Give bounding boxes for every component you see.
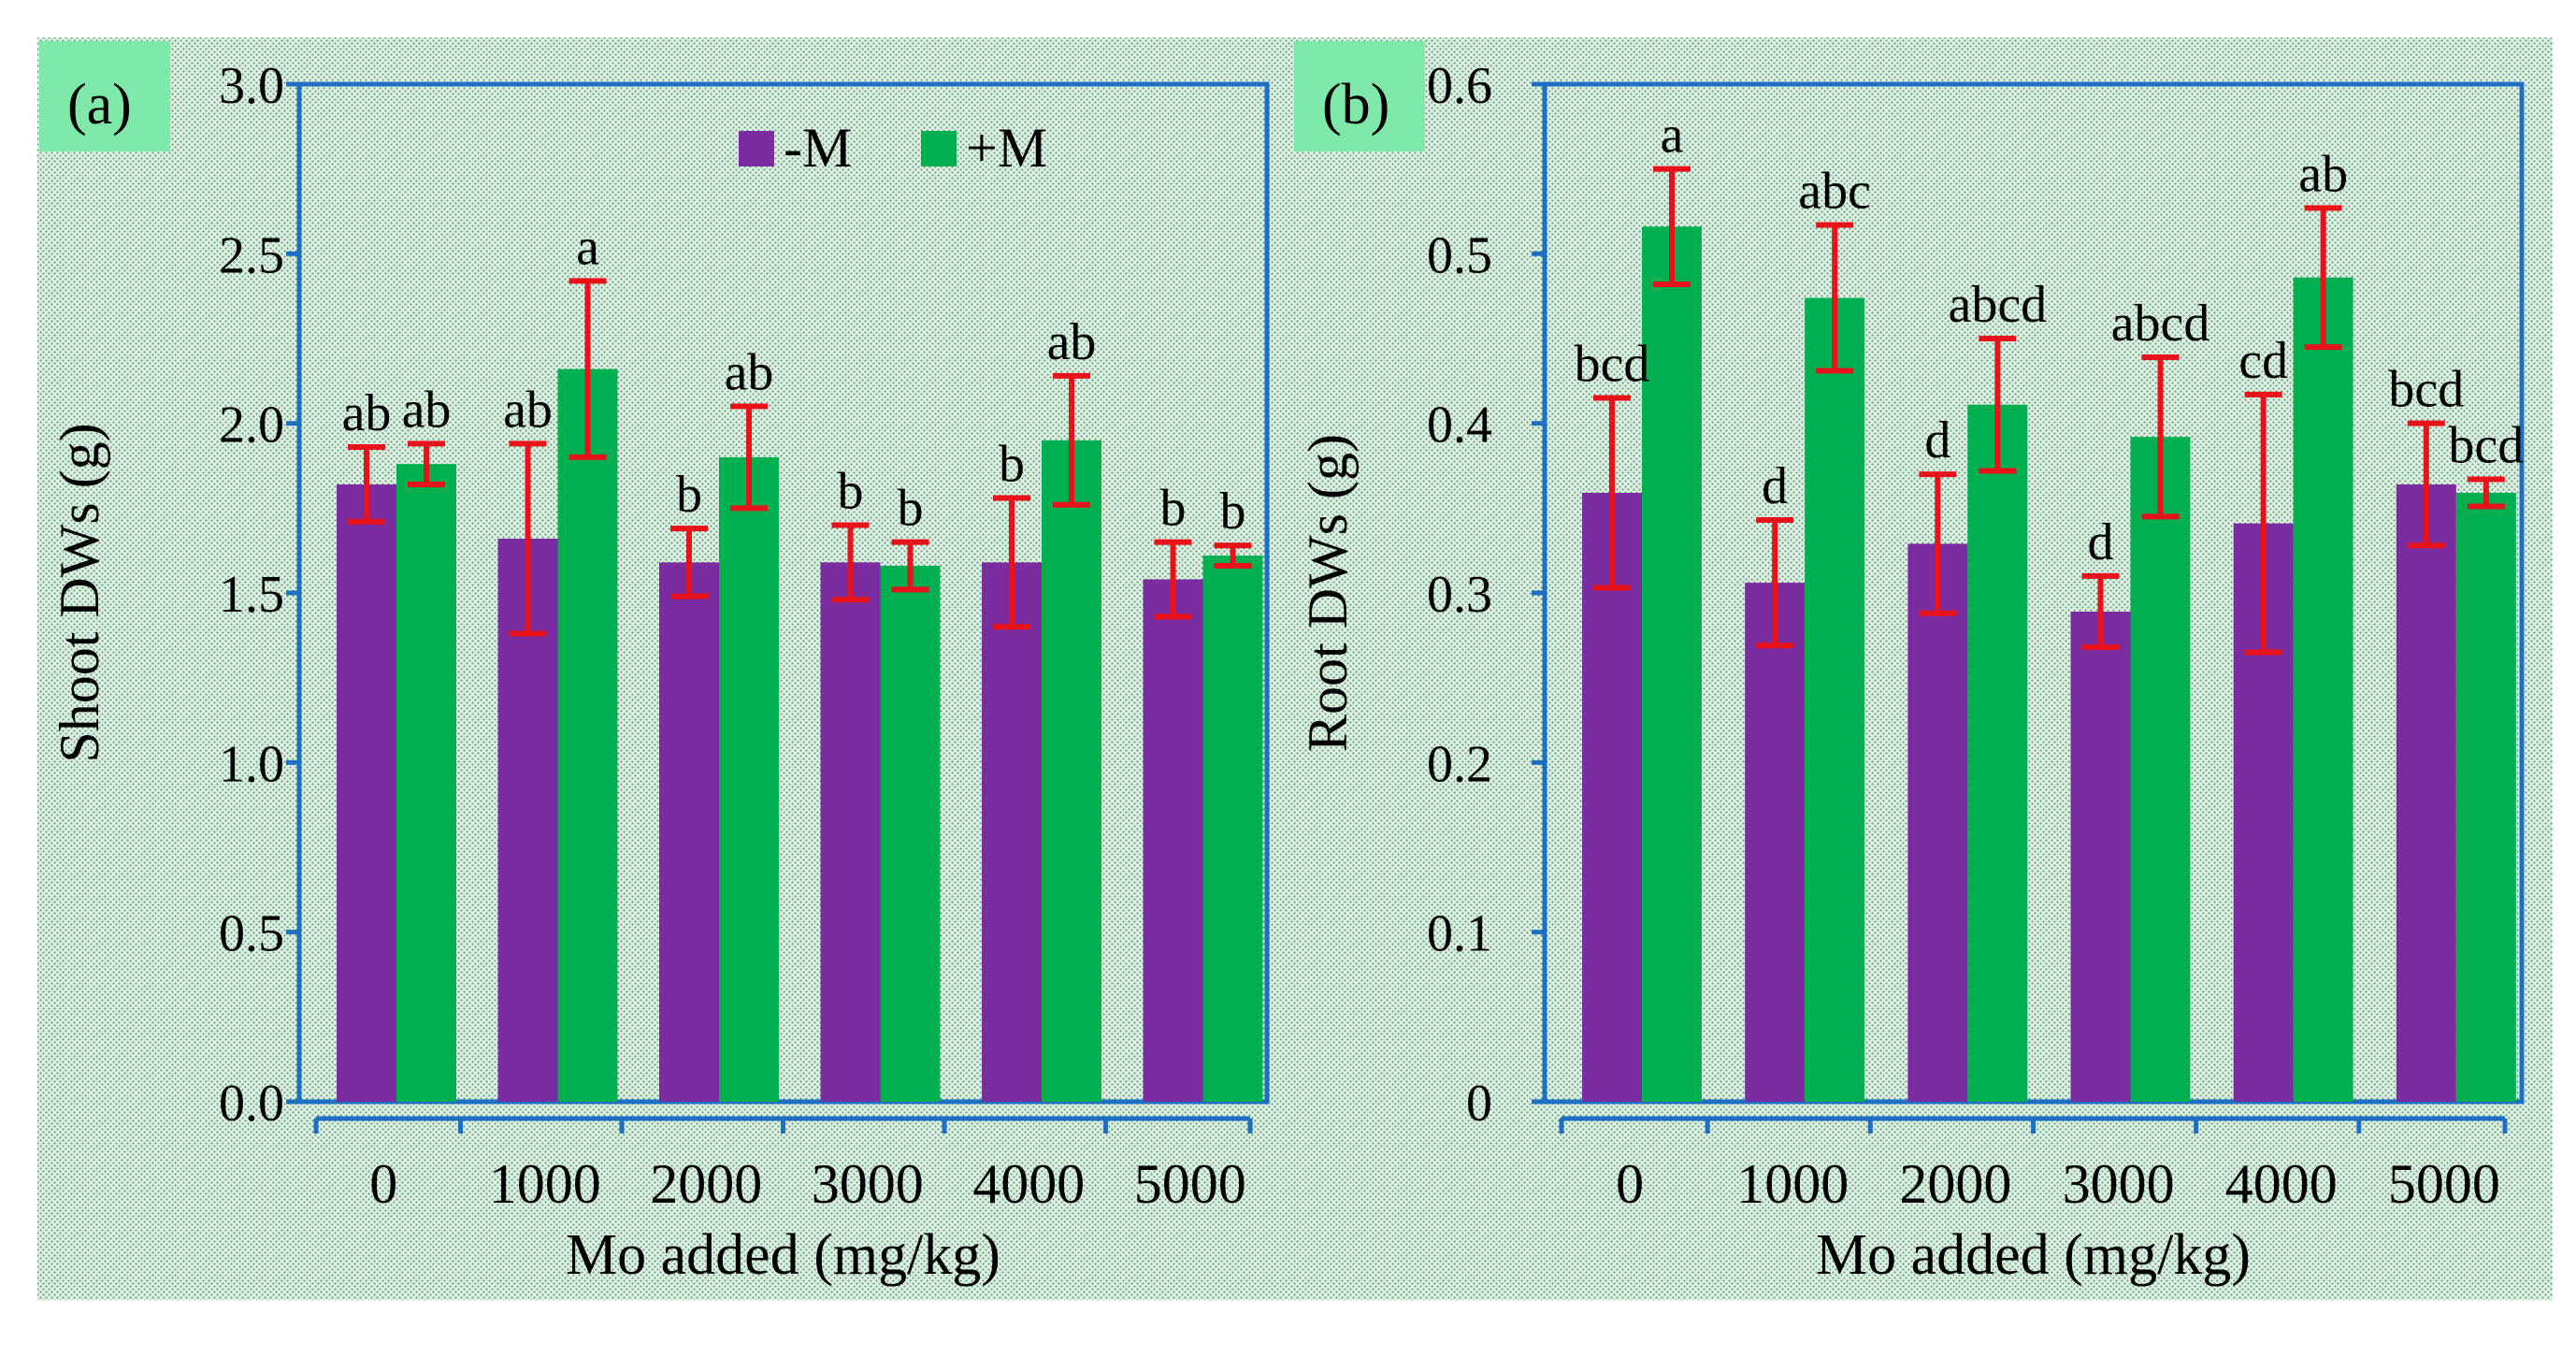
p1-legend-swatch-minusM bbox=[739, 131, 774, 166]
p1-sig-label-plusM-5000: b bbox=[1220, 483, 1246, 541]
p1-ytick-label-5: 2.5 bbox=[219, 226, 284, 284]
p2-bar-minusM-2000 bbox=[1907, 543, 1968, 1102]
p1-xtick-label-3: 3000 bbox=[812, 1153, 924, 1215]
p1-bar-plusM-3000 bbox=[880, 565, 941, 1102]
p1-bar-minusM-2000 bbox=[659, 562, 719, 1102]
p2-bar-minusM-0 bbox=[1582, 493, 1642, 1102]
p1-legend-label-plusM: +M bbox=[966, 117, 1047, 179]
p2-ytick-label-5: 0.5 bbox=[1427, 226, 1492, 284]
p1-panel-tag-box bbox=[39, 41, 170, 152]
p2-sig-label-plusM-3000: abcd bbox=[2111, 295, 2210, 353]
panel-b: (b) 0 0.1 0.2 0.3 0.4 0.5 0.6 Root DWs (g) 0 1000 2… bbox=[1294, 41, 2525, 1287]
p1-sig-label-minusM-1000: ab bbox=[503, 381, 553, 439]
p1-ytick-label-2: 1.0 bbox=[219, 735, 284, 793]
p2-ytick-label-1: 0.1 bbox=[1427, 905, 1492, 963]
p2-xtick-label-2: 2000 bbox=[1899, 1153, 2011, 1215]
p1-xtick-label-2: 2000 bbox=[650, 1153, 762, 1215]
p2-bar-plusM-2000 bbox=[1967, 404, 2028, 1103]
p1-sig-label-minusM-0: ab bbox=[342, 384, 392, 442]
p2-xtick-label-1: 1000 bbox=[1736, 1153, 1849, 1215]
p1-ylabel: Shoot DWs (g) bbox=[49, 423, 110, 762]
p1-legend-label-minusM: -M bbox=[784, 117, 852, 179]
p2-bar-plusM-1000 bbox=[1805, 297, 1865, 1103]
p2-sig-label-minusM-3000: d bbox=[2088, 513, 2114, 571]
p1-xlabel: Mo added (mg/kg) bbox=[566, 1223, 1000, 1287]
p1-xtick-label-5: 5000 bbox=[1134, 1153, 1246, 1215]
p2-xtick-label-5: 5000 bbox=[2388, 1153, 2500, 1215]
p2-ytick-label-6: 0.6 bbox=[1427, 57, 1492, 115]
p1-bar-plusM-1000 bbox=[557, 368, 618, 1102]
p2-ytick-label-4: 0.4 bbox=[1427, 397, 1492, 455]
p1-bar-plusM-0 bbox=[396, 464, 456, 1103]
p1-sig-label-plusM-2000: ab bbox=[725, 344, 774, 402]
p2-ytick-label-2: 0.2 bbox=[1427, 735, 1492, 793]
p2-bar-plusM-5000 bbox=[2455, 493, 2516, 1102]
p1-bar-plusM-4000 bbox=[1042, 440, 1101, 1102]
p2-sig-label-plusM-2000: abcd bbox=[1948, 276, 2047, 334]
p2-sig-label-minusM-0: bcd bbox=[1575, 335, 1650, 393]
p1-sig-label-plusM-3000: b bbox=[898, 480, 924, 538]
p2-sig-label-plusM-5000: bcd bbox=[2448, 417, 2524, 475]
p2-sig-label-plusM-4000: ab bbox=[2298, 145, 2348, 203]
p2-sig-label-minusM-2000: d bbox=[1924, 411, 1950, 469]
p2-bar-minusM-3000 bbox=[2070, 611, 2131, 1102]
p2-xtick-label-0: 0 bbox=[1616, 1153, 1644, 1215]
p2-sig-label-minusM-1000: d bbox=[1762, 457, 1788, 515]
p2-sig-label-minusM-4000: cd bbox=[2238, 332, 2288, 390]
p1-ytick-label-0: 0.0 bbox=[219, 1075, 284, 1133]
panel-a: (a) 0.0 0.5 1.0 1.5 2.0 2.5 3.0 Shoot DWs (g) 0 10… bbox=[39, 41, 1270, 1287]
p1-bar-plusM-5000 bbox=[1202, 556, 1263, 1102]
p1-bar-minusM-5000 bbox=[1143, 579, 1203, 1102]
p2-bar-minusM-5000 bbox=[2396, 484, 2456, 1102]
p2-xtick-label-4: 4000 bbox=[2225, 1153, 2338, 1215]
p2-bar-plusM-3000 bbox=[2130, 437, 2191, 1102]
p2-xlabel: Mo added (mg/kg) bbox=[1816, 1223, 2251, 1287]
p1-panel-tag: (a) bbox=[67, 73, 132, 137]
p1-bar-minusM-4000 bbox=[982, 562, 1042, 1102]
p1-bar-plusM-2000 bbox=[719, 456, 779, 1102]
p2-sig-label-plusM-0: a bbox=[1661, 107, 1684, 165]
p2-bar-plusM-4000 bbox=[2293, 277, 2353, 1103]
p1-sig-label-plusM-0: ab bbox=[402, 381, 452, 439]
p1-sig-label-plusM-4000: ab bbox=[1047, 313, 1097, 371]
p1-ytick-label-1: 0.5 bbox=[219, 905, 284, 963]
p2-ytick-label-0: 0 bbox=[1466, 1075, 1492, 1133]
p1-sig-label-minusM-4000: b bbox=[999, 435, 1025, 493]
p1-sig-label-minusM-3000: b bbox=[838, 462, 864, 520]
p2-ylabel: Root DWs (g) bbox=[1297, 434, 1359, 752]
p2-bar-minusM-1000 bbox=[1745, 583, 1806, 1102]
p2-ytick-label-3: 0.3 bbox=[1427, 566, 1492, 624]
p1-ytick-label-4: 2.0 bbox=[219, 397, 284, 455]
p1-sig-label-minusM-5000: b bbox=[1160, 480, 1187, 538]
p2-panel-tag: (b) bbox=[1322, 73, 1389, 137]
p2-sig-label-plusM-1000: abc bbox=[1798, 163, 1871, 221]
p1-ytick-label-3: 1.5 bbox=[219, 566, 284, 624]
p1-xtick-label-0: 0 bbox=[369, 1153, 397, 1215]
p1-ytick-label-6: 3.0 bbox=[219, 57, 284, 115]
p2-panel-tag-box bbox=[1294, 41, 1425, 152]
p1-sig-label-plusM-1000: a bbox=[576, 218, 599, 276]
p1-bar-minusM-0 bbox=[337, 484, 396, 1102]
p1-sig-label-minusM-2000: b bbox=[676, 466, 702, 524]
p1-legend-swatch-plusM bbox=[921, 131, 957, 166]
p1-bar-minusM-3000 bbox=[820, 562, 881, 1102]
p2-sig-label-minusM-5000: bcd bbox=[2388, 361, 2464, 419]
p2-bar-plusM-0 bbox=[1642, 226, 1702, 1102]
p1-xtick-label-4: 4000 bbox=[972, 1153, 1085, 1215]
p2-xtick-label-3: 3000 bbox=[2063, 1153, 2175, 1215]
p1-xtick-label-1: 1000 bbox=[489, 1153, 601, 1215]
